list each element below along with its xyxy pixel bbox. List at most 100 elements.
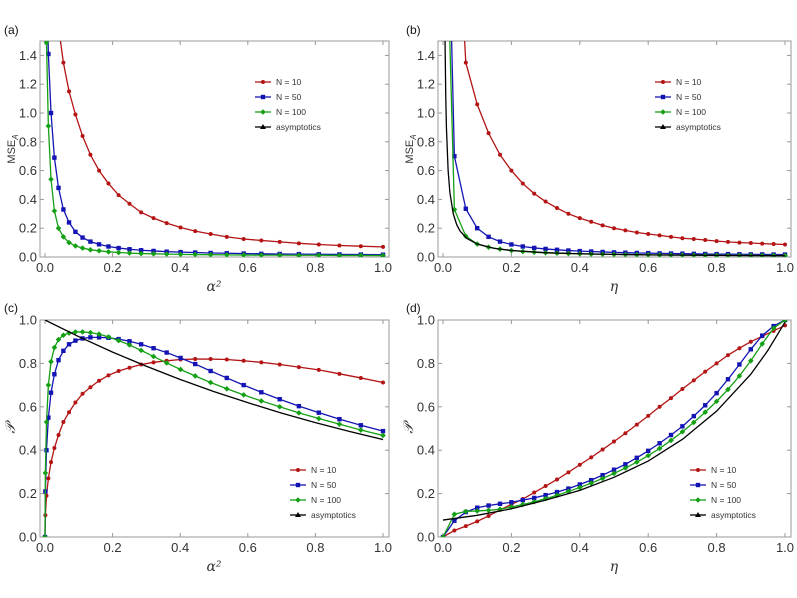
data-point <box>276 404 283 410</box>
data-point <box>116 245 121 251</box>
y-tick-label: 1.0 <box>417 106 435 121</box>
data-point <box>725 353 730 358</box>
data-point <box>138 248 144 253</box>
plot-area <box>440 320 788 537</box>
data-point <box>737 240 742 245</box>
data-point <box>164 221 169 226</box>
data-point <box>138 342 144 347</box>
data-point <box>566 470 571 475</box>
y-tick-label: 1.2 <box>19 77 37 92</box>
data-point <box>520 244 525 249</box>
data-point <box>634 422 639 427</box>
data-point <box>177 366 184 373</box>
data-point <box>97 168 102 173</box>
data-point <box>337 243 342 248</box>
data-point <box>193 361 198 367</box>
data-point <box>520 181 525 186</box>
data-point <box>177 251 184 257</box>
data-point <box>43 41 50 46</box>
plot-area <box>42 320 386 537</box>
data-point <box>105 334 112 340</box>
data-point <box>66 342 72 347</box>
plot-frame <box>39 319 390 538</box>
legend-label: N = 50 <box>676 92 702 102</box>
legend-marker <box>295 512 301 517</box>
data-point <box>49 460 54 465</box>
legend: N = 10 N = 50 N = 100 asymptotics <box>655 77 721 132</box>
data-point <box>48 358 54 365</box>
x-axis-label: η <box>610 559 619 575</box>
data-point <box>543 492 548 498</box>
data-point <box>577 482 582 487</box>
legend-item: N = 100 <box>690 495 741 505</box>
data-point <box>223 385 230 392</box>
data-point <box>296 365 301 370</box>
series-line <box>463 41 786 246</box>
legend-item: N = 50 <box>290 480 337 490</box>
data-point <box>150 251 157 257</box>
legend-item: N = 10 <box>255 77 302 87</box>
y-axis-label-main: MSE <box>404 140 416 164</box>
data-point <box>554 247 560 252</box>
legend: N = 10 N = 50 N = 100 asymptotics <box>255 77 321 132</box>
y-tick-label: 1.4 <box>417 48 435 63</box>
data-point <box>178 225 183 230</box>
series-n-10 <box>463 41 787 247</box>
data-point <box>661 80 665 84</box>
data-point <box>725 239 730 244</box>
data-point <box>73 229 78 234</box>
data-point <box>660 109 666 115</box>
data-point <box>554 477 559 482</box>
data-point <box>45 382 52 388</box>
data-point <box>46 476 51 481</box>
data-point <box>127 365 132 370</box>
y-tick-label: 0.8 <box>417 134 435 149</box>
data-point <box>151 360 156 365</box>
x-tick-label: 1.0 <box>776 260 794 275</box>
data-point <box>296 468 300 472</box>
x-tick-label: 0.0 <box>36 540 54 555</box>
plot-area <box>43 41 386 257</box>
data-point <box>679 428 686 435</box>
data-point <box>714 239 719 244</box>
data-point <box>669 396 674 401</box>
data-point <box>657 404 662 409</box>
data-point <box>115 337 122 344</box>
data-point <box>623 431 628 436</box>
data-point <box>380 428 386 434</box>
data-point <box>759 333 765 338</box>
data-point <box>51 344 58 351</box>
data-point <box>381 244 385 249</box>
chart-panel-d: (d) 0.0 0.2 0.4 0.6 0.8 1.0 0.0 0.2 0.4 0.6 0.8 1.0 η… <box>401 301 794 575</box>
panel-label: (a) <box>4 23 19 37</box>
chart-panel-a: (a) 0.0 0.2 0.4 0.6 0.8 1.0 0.0 0.2 0.4 0.6 0.8 1.0 1… <box>4 23 392 295</box>
series-line <box>44 331 384 537</box>
data-point <box>475 102 480 107</box>
x-tick-label: 0.4 <box>171 540 189 555</box>
legend-label: asymptotics <box>711 510 756 520</box>
data-point <box>48 390 54 395</box>
legend-item: N = 50 <box>255 92 302 102</box>
data-point <box>380 432 386 439</box>
panel-label: (d) <box>406 301 421 315</box>
data-point <box>532 495 537 501</box>
data-point <box>509 168 514 173</box>
data-point <box>241 358 246 363</box>
data-point <box>106 244 111 249</box>
data-point <box>208 231 213 236</box>
data-point <box>207 251 214 257</box>
data-point <box>80 235 85 240</box>
data-point <box>657 233 662 238</box>
data-point <box>43 419 50 425</box>
data-point <box>116 193 121 198</box>
data-point <box>337 416 342 422</box>
data-point <box>61 348 66 354</box>
data-point <box>660 94 666 100</box>
legend-item: N = 100 <box>290 495 341 505</box>
data-point <box>760 241 765 246</box>
y-tick-label: 0.4 <box>417 443 435 458</box>
data-point <box>358 252 364 257</box>
data-point <box>611 470 617 477</box>
data-point <box>66 239 72 246</box>
